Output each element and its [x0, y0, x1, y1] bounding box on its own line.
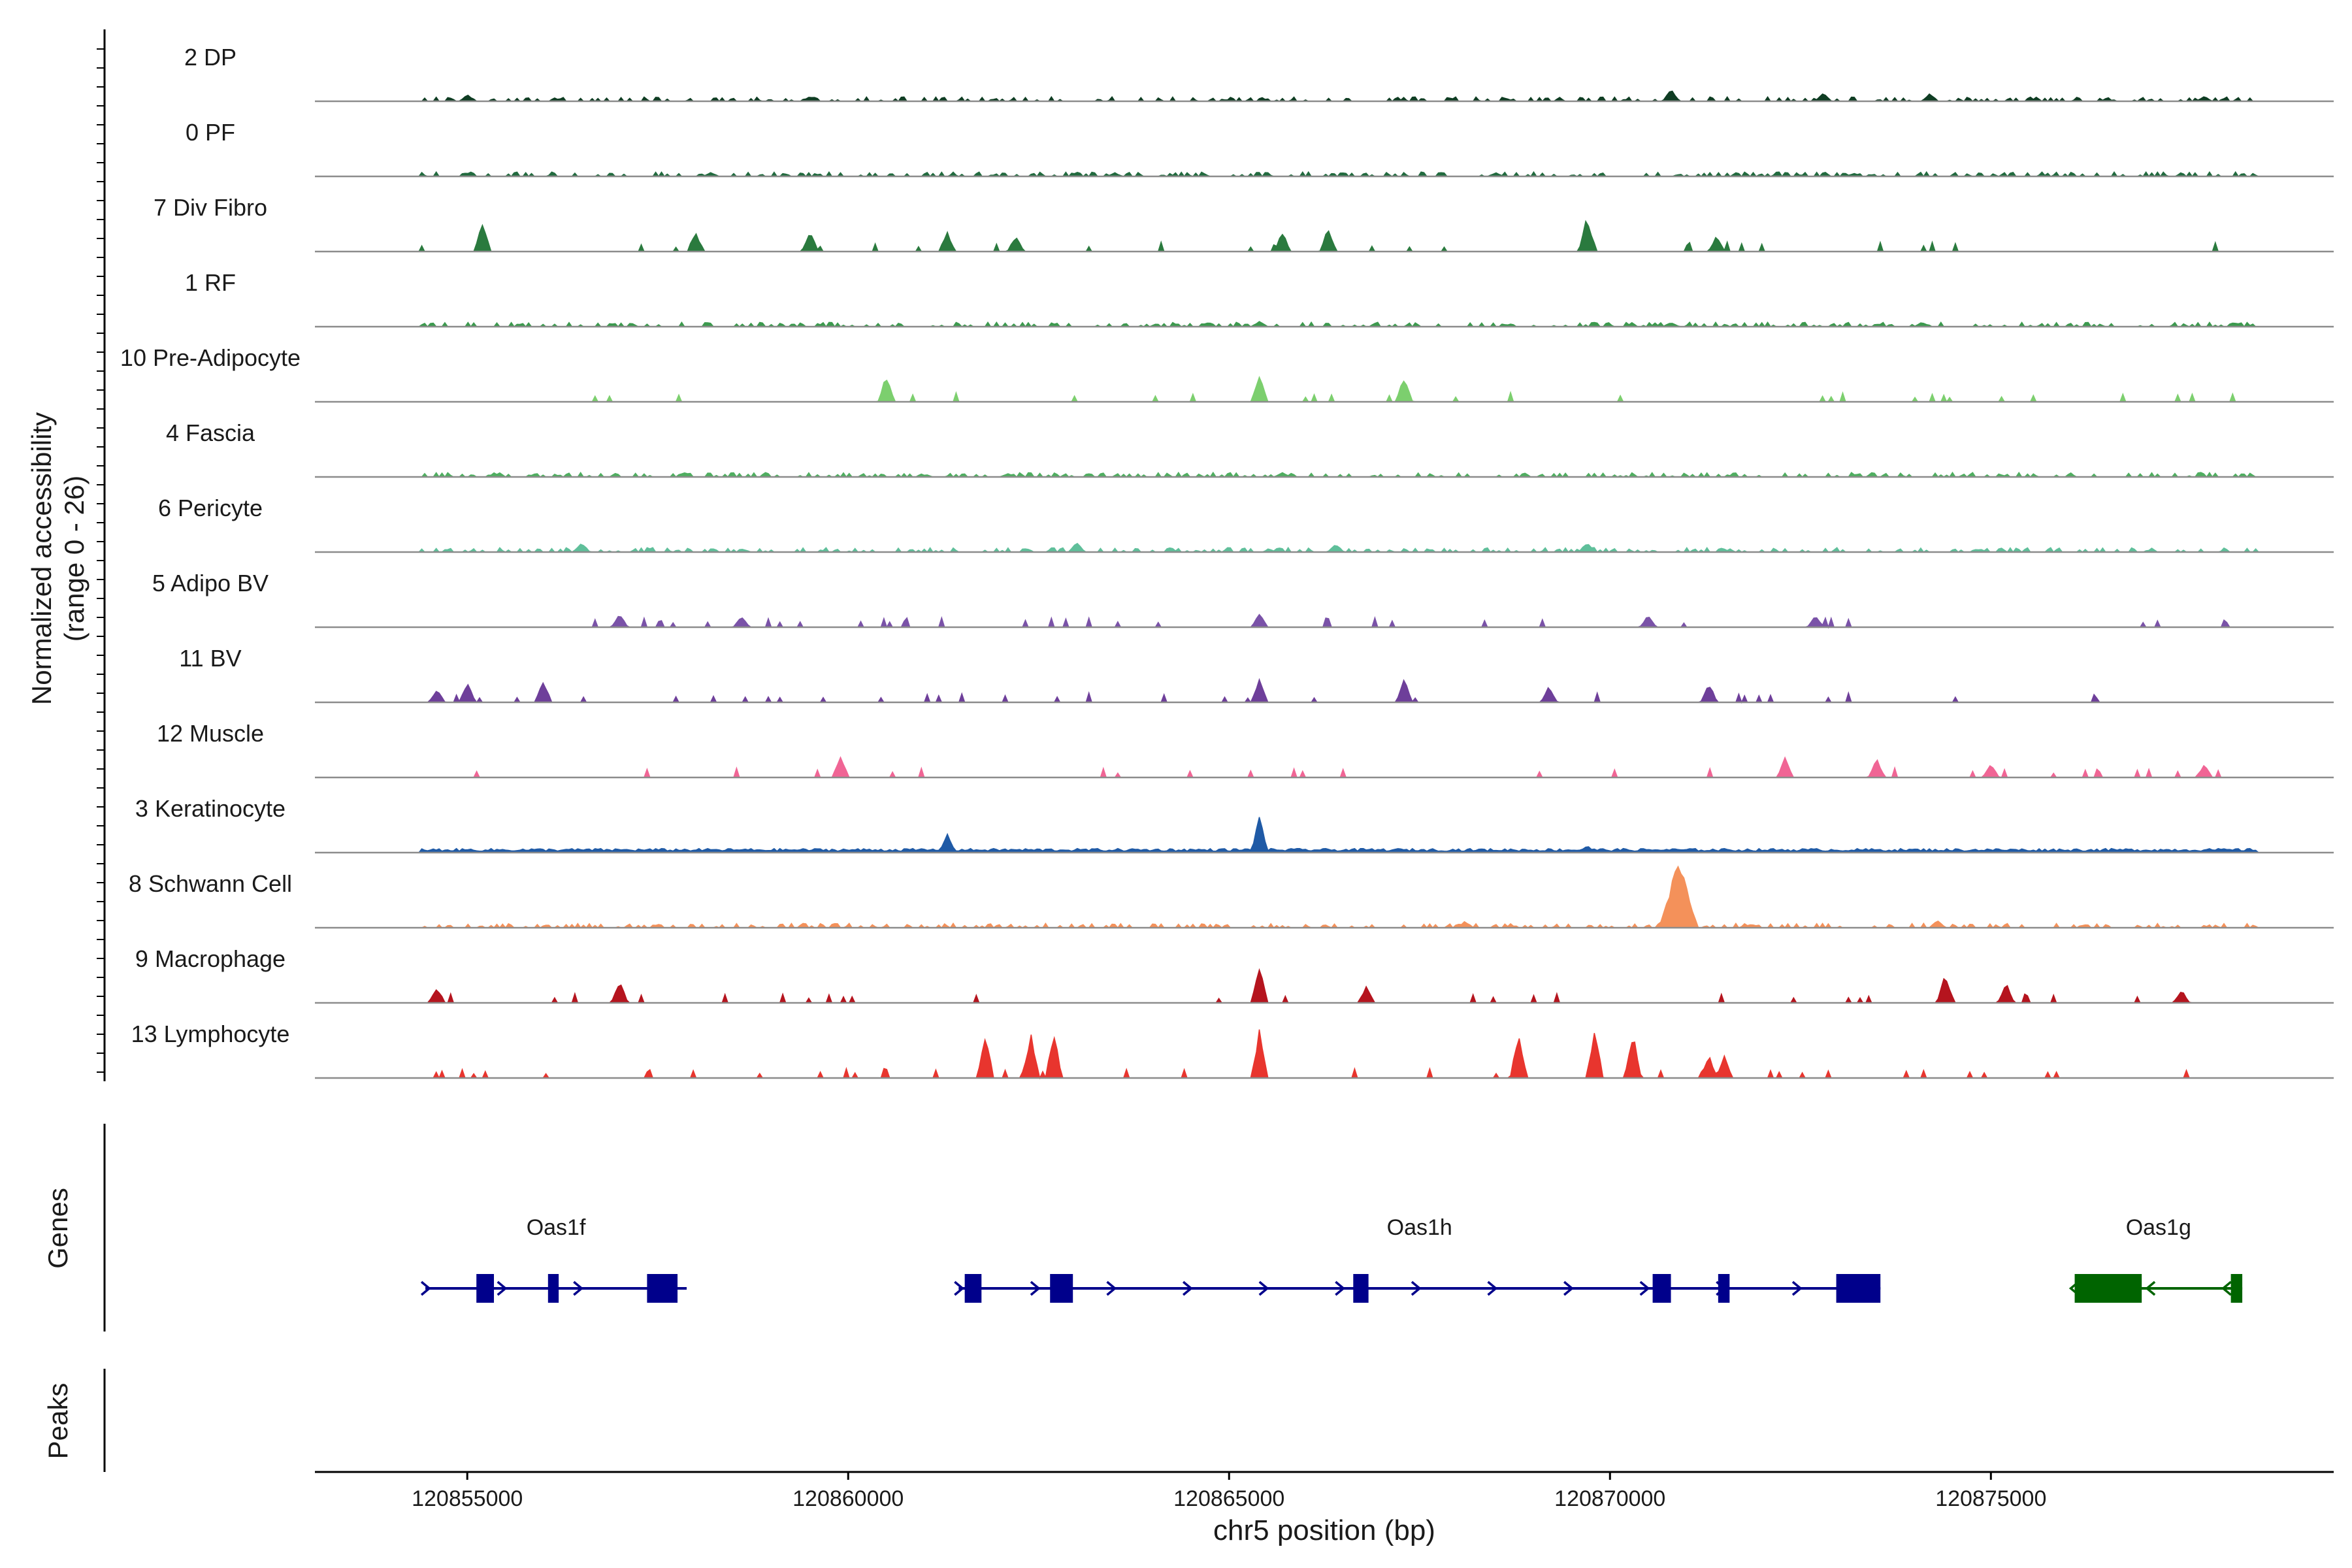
- strand-arrow: [1563, 1281, 1574, 1296]
- strand-arrow: [1487, 1281, 1498, 1296]
- y-axis-label: Normalized accessibility: [26, 412, 57, 705]
- gene-exon: [476, 1274, 495, 1303]
- gene-name: Oas1h: [1387, 1215, 1452, 1240]
- strand-arrow: [1791, 1281, 1803, 1296]
- strand-arrow: [954, 1281, 965, 1296]
- x-tick-label: 120865000: [1173, 1486, 1284, 1511]
- coverage-area: [315, 542, 2334, 553]
- track-3-keratinocyte: 3 Keratinocyte: [135, 795, 2334, 854]
- track-label: 7 Div Fibro: [154, 194, 267, 221]
- track-label: 13 Lymphocyte: [131, 1021, 290, 1047]
- track-label: 3 Keratinocyte: [135, 795, 286, 822]
- gene-exon: [2230, 1274, 2243, 1303]
- coverage-area: [315, 613, 2334, 629]
- x-axis-ticks: 120855000 120860000 120865000 120870000 1208…: [412, 1472, 2046, 1511]
- x-tick-label: 120870000: [1554, 1486, 1665, 1511]
- gene-annotations: Oas1f Oas1h Oas1g: [420, 1215, 2243, 1303]
- track-9-macrophage: 9 Macrophage: [135, 945, 2334, 1004]
- genes-track-label: Genes: [42, 1188, 73, 1269]
- track-label: 0 PF: [186, 119, 235, 146]
- strand-arrow: [2221, 1281, 2232, 1296]
- track-10-pre-adipocyte: 10 Pre-Adipocyte: [120, 344, 2334, 403]
- coverage-area: [315, 376, 2334, 403]
- track-label: 1 RF: [185, 269, 236, 296]
- track-1-rf: 1 RF: [185, 269, 2334, 328]
- track-label: 9 Macrophage: [135, 945, 286, 972]
- gene-exon: [547, 1274, 559, 1303]
- coverage-area: [315, 865, 2334, 929]
- coverage-tracks: 2 DP 0 PF 7 Div Fibro 1 RF 10 Pre-Adipocyte 4…: [120, 44, 2334, 1080]
- track-label: 11 BV: [179, 645, 241, 672]
- coverage-area: [315, 90, 2334, 103]
- x-tick-label: 120875000: [1935, 1486, 2046, 1511]
- gene-exon: [1353, 1274, 1369, 1303]
- gene-oas1g: Oas1g: [2068, 1215, 2243, 1303]
- gene-exon: [647, 1274, 678, 1303]
- strand-arrow: [1335, 1281, 1346, 1296]
- track-11-bv: 11 BV: [179, 645, 2334, 704]
- track-label: 12 Muscle: [157, 720, 264, 747]
- coverage-area: [315, 678, 2334, 704]
- track-12-muscle: 12 Muscle: [157, 720, 2334, 779]
- gene-exon: [964, 1274, 982, 1303]
- strand-arrow: [1258, 1281, 1269, 1296]
- gene-exon: [1718, 1274, 1730, 1303]
- coverage-area: [315, 1029, 2334, 1080]
- gene-exon: [1050, 1274, 1073, 1303]
- accessibility-axis: [97, 29, 106, 1081]
- track-label: 5 Adipo BV: [152, 570, 269, 596]
- x-tick-label: 120860000: [792, 1486, 904, 1511]
- strand-arrow: [420, 1281, 431, 1296]
- track-7-div-fibro: 7 Div Fibro: [154, 194, 2334, 253]
- track-0-pf: 0 PF: [186, 119, 2334, 178]
- track-label: 6 Pericyte: [158, 495, 263, 521]
- track-8-schwann-cell: 8 Schwann Cell: [129, 865, 2334, 929]
- strand-arrow: [2145, 1281, 2156, 1296]
- track-2-dp: 2 DP: [184, 44, 2334, 103]
- track-label: 10 Pre-Adipocyte: [120, 344, 301, 371]
- track-label: 8 Schwann Cell: [129, 870, 292, 897]
- strand-arrow: [1639, 1281, 1650, 1296]
- gene-exon: [1836, 1274, 1881, 1303]
- strand-arrow: [1030, 1281, 1041, 1296]
- strand-arrow: [1411, 1281, 1422, 1296]
- strand-arrow: [1182, 1281, 1193, 1296]
- strand-arrow: [573, 1281, 584, 1296]
- gene-exon: [1652, 1274, 1671, 1303]
- track-4-fascia: 4 Fascia: [166, 419, 2334, 478]
- track-5-adipo-bv: 5 Adipo BV: [152, 570, 2334, 629]
- track-13-lymphocyte: 13 Lymphocyte: [131, 1021, 2334, 1080]
- x-tick-label: 120855000: [412, 1486, 523, 1511]
- gene-name: Oas1g: [2126, 1215, 2191, 1240]
- track-label: 4 Fascia: [166, 419, 255, 446]
- coverage-area: [315, 817, 2334, 853]
- strand-arrow: [497, 1281, 508, 1296]
- strand-arrow: [1106, 1281, 1117, 1296]
- track-label: 2 DP: [184, 44, 237, 71]
- coverage-area: [315, 756, 2334, 778]
- gene-oas1f: Oas1f: [420, 1215, 687, 1303]
- x-axis-label: chr5 position (bp): [1213, 1514, 1435, 1546]
- gene-name: Oas1f: [527, 1215, 586, 1240]
- gene-exon: [2074, 1274, 2142, 1303]
- coverage-area: [315, 968, 2334, 1004]
- track-6-pericyte: 6 Pericyte: [158, 495, 2334, 553]
- gene-oas1h: Oas1h: [954, 1215, 1881, 1303]
- coverage-area: [315, 220, 2334, 252]
- peaks-track-label: Peaks: [42, 1383, 73, 1460]
- y-axis-range-label: (range 0 - 26): [59, 476, 90, 642]
